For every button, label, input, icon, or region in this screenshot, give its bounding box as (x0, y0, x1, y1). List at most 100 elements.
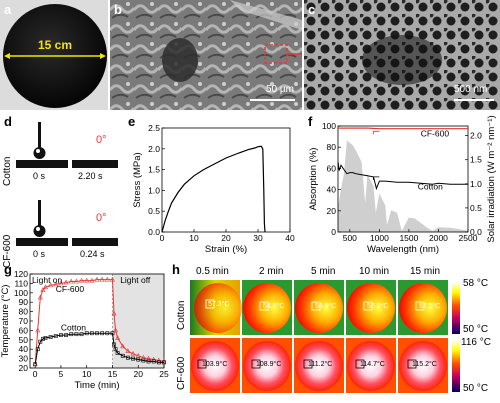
panel-label-g: g (4, 262, 12, 277)
cotton-point (53, 334, 58, 338)
x-tick-label: 25 (159, 369, 169, 379)
x-tick-label: 1000 (370, 233, 389, 243)
y2-tick-label: 2.0 (470, 131, 482, 141)
row-label-cotton-d: Cotton (2, 156, 13, 186)
scale-text-c: 500 nm (454, 84, 488, 95)
x-tick-label: 0 (33, 369, 38, 379)
plot-frame (337, 125, 469, 233)
cotton-point (100, 331, 105, 336)
x-tick-label: 30 (253, 233, 263, 243)
cotton-point (95, 331, 99, 336)
cotton-point (151, 359, 156, 364)
cotton-point (74, 332, 79, 337)
plot-frame (161, 127, 291, 233)
cf600-point (42, 284, 48, 290)
temp-readout: 57.3°C (208, 301, 230, 308)
cf600-point (120, 343, 126, 349)
cf600-temp-line (34, 279, 165, 365)
y-axis-title: Temperature (°C) (0, 285, 11, 358)
temp-readout: 108.9°C (256, 361, 282, 368)
arrow-cotton (372, 176, 380, 180)
y2-tick-label: 0.5 (470, 203, 482, 213)
cotton-point (120, 353, 125, 358)
cf600-point (99, 276, 105, 282)
cf600-point (94, 276, 100, 282)
cf600-point (111, 310, 117, 316)
panel-label-c: c (308, 2, 316, 17)
y-tick-label: 20 (327, 206, 337, 216)
y-tick-label: 120 (14, 269, 28, 279)
panel-label-h: h (172, 262, 180, 277)
fabric-disc-graphic (0, 0, 108, 110)
x-tick-label: 500 (343, 233, 357, 243)
y-axis-title: Absorption (%) (308, 148, 319, 211)
temperature-chart: 0 5 10 15 20 252030405060708090100110120Time … (0, 269, 169, 391)
panel-label-d: d (4, 114, 12, 129)
cotton-point (40, 336, 45, 341)
y-tick-label: 2.5 (148, 123, 160, 133)
time-cotton-0: 0 s (33, 171, 46, 181)
temp-readout: 56.9°C (315, 303, 337, 310)
time-cf600-1: 0.24 s (80, 249, 105, 259)
solar-irradiation-area (338, 140, 468, 232)
cotton-point (131, 356, 135, 361)
scale-max-cf600: 116 °C (461, 337, 491, 348)
cotton-point (35, 347, 40, 352)
time-label: 2 min (259, 266, 284, 277)
x-tick-label: 20 (221, 233, 231, 243)
color-scale-bar (452, 282, 460, 334)
x-tick-label: 10 (189, 233, 199, 243)
cotton-point (162, 360, 166, 365)
x-tick-label: 40 (285, 233, 295, 243)
cf600-point (68, 278, 74, 284)
x-axis-title: Wavelength (nm) (367, 244, 439, 255)
x-tick-label: 0 (160, 233, 165, 243)
time-label: 10 min (359, 266, 390, 277)
y-tick-label: 60 (19, 325, 29, 335)
photo-fabric-disc (0, 0, 108, 110)
angle-cotton: 0° (96, 134, 107, 146)
time-label: 15 min (410, 266, 441, 277)
temp-readout: 57.2°C (367, 303, 389, 310)
cotton-temp-line (34, 332, 164, 365)
substrate-strip (16, 160, 68, 168)
scale-min-cf600: 50 °C (463, 383, 489, 394)
scale-max-cotton: 58 °C (463, 278, 489, 289)
color-scale-bar (452, 340, 460, 392)
crosshair-markers (205, 299, 425, 311)
legend-cf600: CF-600 (421, 129, 450, 139)
cotton-point (112, 342, 116, 347)
droplet-icon (33, 225, 46, 237)
contact-angle-images (16, 122, 118, 246)
y-tick-label: 50 (19, 335, 29, 345)
cf600-point (63, 279, 69, 285)
y2-tick-label: 0.0 (470, 227, 482, 237)
cf600-point (35, 327, 41, 333)
x-tick-label: 2000 (429, 233, 448, 243)
cotton-point (38, 339, 43, 344)
light-off-label: Light off (120, 275, 151, 285)
cotton-point (105, 331, 110, 336)
light-off-region (112, 274, 164, 368)
substrate-strip (72, 160, 118, 168)
temp-readout: 103.9°C (202, 361, 228, 368)
cotton-point (59, 333, 63, 338)
y-tick-label: 0 (331, 227, 336, 237)
time-cf600-0: 0 s (33, 249, 46, 259)
y-tick-label: 0.5 (148, 206, 160, 216)
x-tick-label: 10 (82, 369, 92, 379)
y-tick-label: 60 (327, 163, 337, 173)
thermal-row-cotton (190, 280, 448, 335)
cotton-point (156, 360, 161, 365)
temp-readout: 115.2°C (412, 361, 437, 368)
x-axis-title: Time (min) (74, 380, 119, 391)
cf600-point (37, 294, 43, 300)
arrow-cf600 (372, 130, 380, 135)
time-label: 5 min (311, 266, 336, 277)
cf600-point (104, 276, 110, 282)
cotton-point (110, 331, 115, 336)
cf600-point (40, 287, 46, 292)
cf600-point (89, 277, 95, 283)
temp-readout: 54.6°C (263, 303, 285, 310)
cotton-point (136, 357, 141, 362)
